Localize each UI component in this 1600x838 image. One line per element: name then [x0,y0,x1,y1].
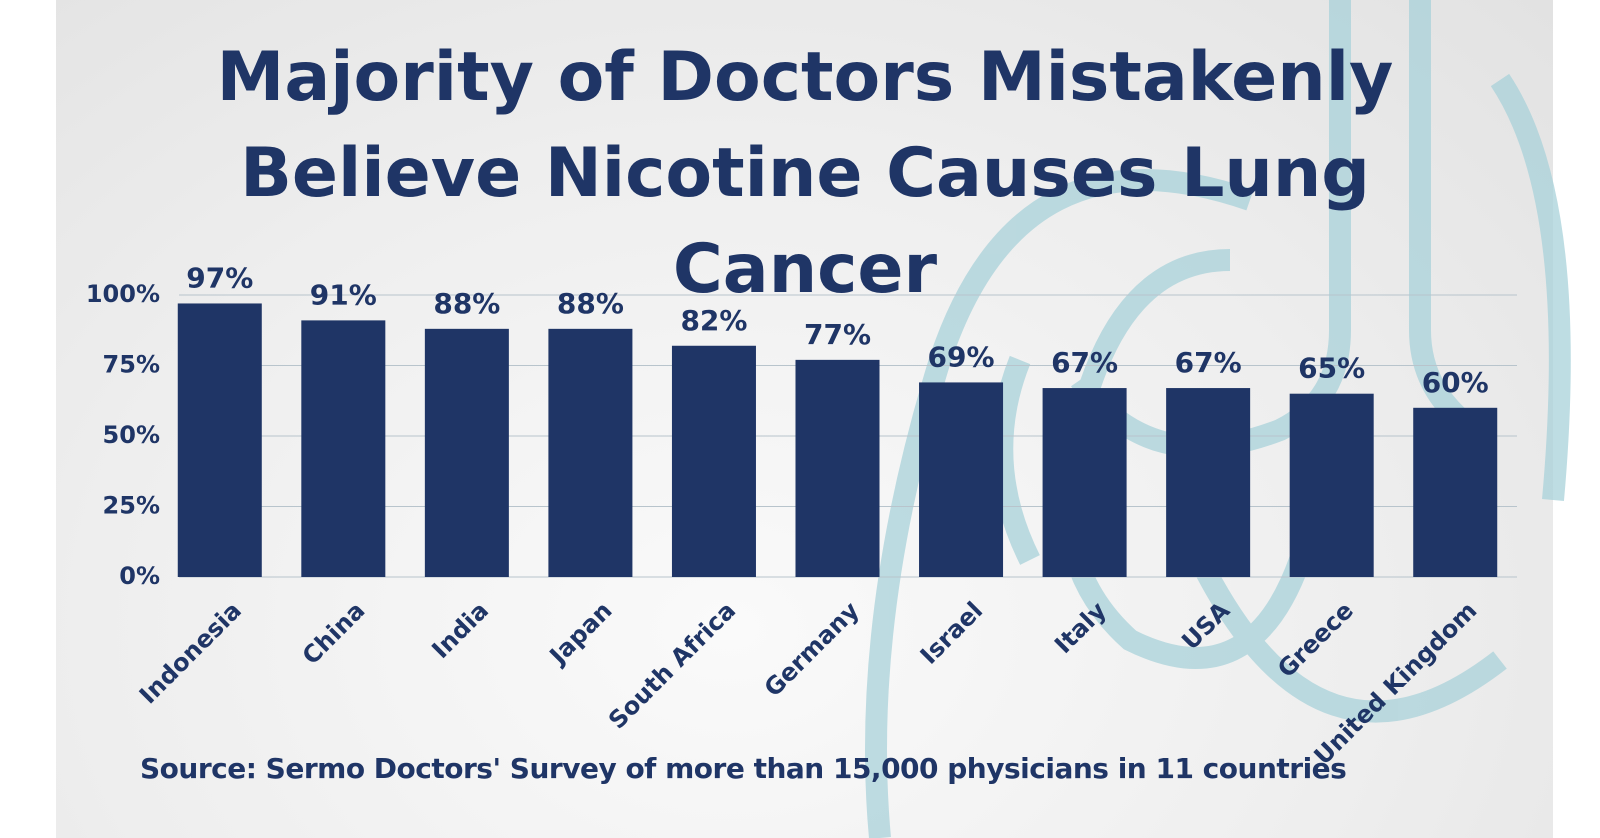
bar [919,382,1004,577]
bar [301,320,386,577]
bar [177,303,262,577]
bar [1413,407,1498,577]
chart-title: Majority of Doctors Mistakenly Believe N… [216,38,1394,309]
y-tick-label: 50% [103,421,160,449]
x-tick-label: Israel [915,596,988,669]
y-tick-label: 0% [119,562,160,590]
bar [1042,388,1127,577]
bar [1289,393,1374,577]
value-label: 82% [680,304,747,337]
bar [548,328,633,577]
x-tick-label: Germany [759,596,865,702]
y-tick-label: 25% [103,492,160,520]
value-label: 67% [1051,346,1118,379]
x-tick-label: South Africa [603,596,741,734]
bar [671,345,756,577]
value-label: 69% [928,340,995,373]
value-label: 67% [1175,346,1242,379]
value-label: 91% [310,278,377,311]
source-note: Source: Sermo Doctors' Survey of more th… [140,752,1347,785]
x-tick-label: Indonesia [134,596,247,709]
value-label: 77% [804,318,871,351]
bar [424,328,509,577]
y-tick-label: 100% [86,280,160,308]
x-tick-label: Japan [543,596,618,671]
value-label: 60% [1422,366,1489,399]
x-tick-label: India [426,596,494,664]
value-label: 65% [1298,352,1365,385]
bar [1166,388,1251,577]
value-label: 88% [433,287,500,320]
x-tick-label: China [297,596,371,670]
y-tick-label: 75% [103,351,160,379]
bar [795,359,880,577]
value-label: 97% [186,261,253,294]
value-label: 88% [557,287,624,320]
